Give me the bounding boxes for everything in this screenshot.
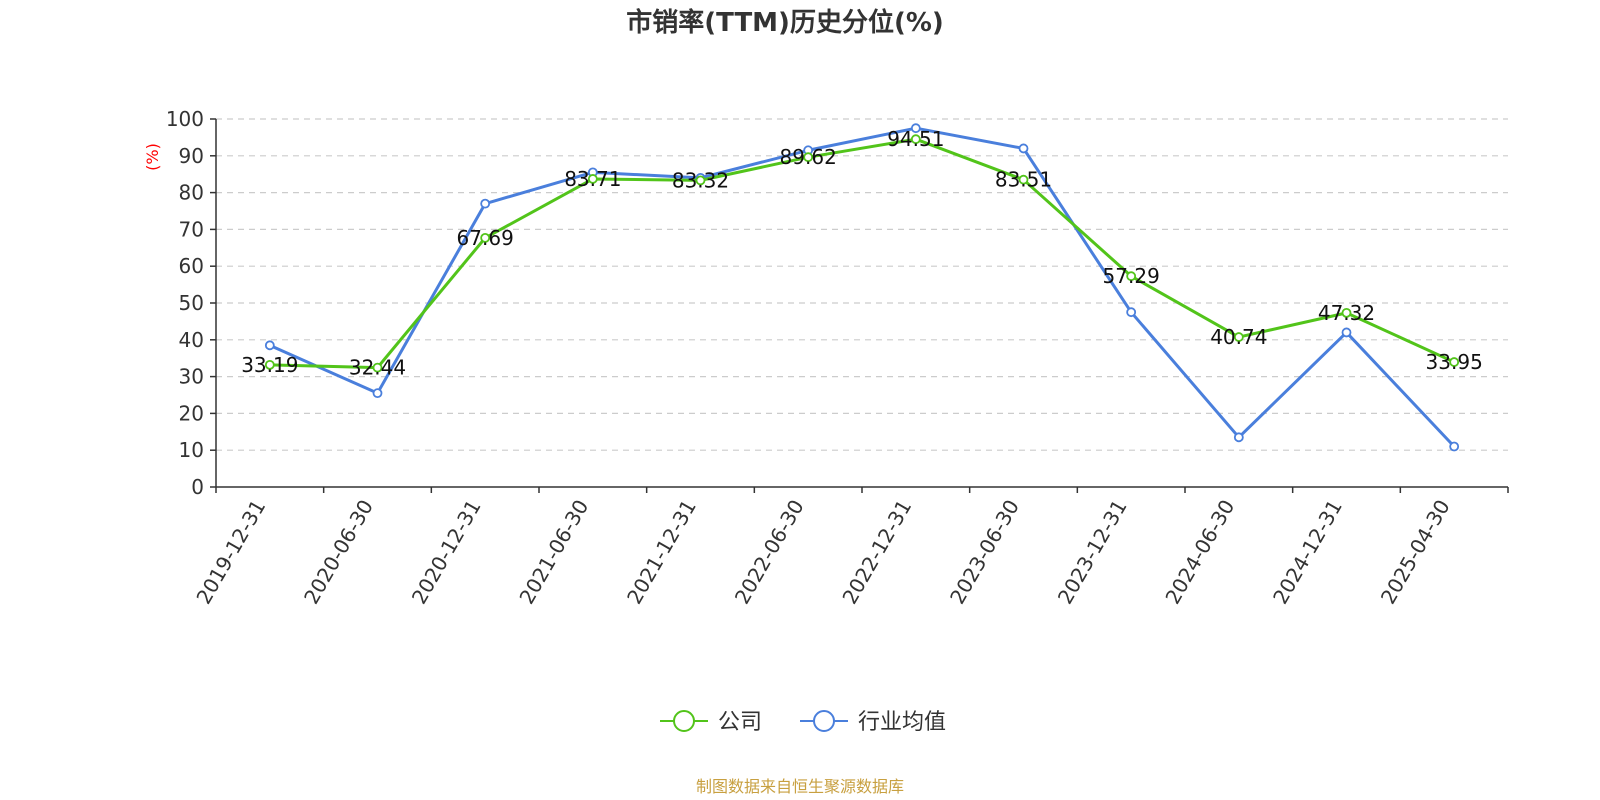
y-axis-label: (%) [143,143,162,171]
legend-label: 行业均值 [858,710,946,735]
y-tick-label: 0 [191,475,204,499]
data-point [372,388,383,399]
data-point [1341,327,1352,338]
legend-label: 公司 [718,710,762,735]
data-label: 83.51 [995,168,1052,192]
legend-item-1: 行业均值 [800,710,946,735]
y-tick-label: 10 [179,438,204,462]
data-label: 89.62 [780,145,837,169]
legend-marker [813,710,835,732]
x-tick-label: 2024-06-30 [1160,496,1239,609]
data-label: 57.29 [1103,264,1160,288]
source-note: 制图数据来自恒生聚源数据库 [696,777,904,796]
data-label: 83.71 [564,167,621,191]
data-point [1341,307,1352,318]
data-label: 47.32 [1318,301,1375,325]
x-tick-label: 2023-06-30 [945,496,1024,609]
data-label: 33.19 [241,353,298,377]
y-tick-label: 60 [179,254,204,278]
legend-item-0: 公司 [660,710,762,735]
series-line-1 [269,126,1456,448]
data-label: 40.74 [1210,325,1267,349]
data-point [1449,357,1460,367]
y-tick-label: 100 [166,107,204,131]
data-point [695,175,706,186]
data-label: 33.95 [1426,350,1483,374]
y-tick-label: 30 [179,365,204,389]
x-tick-label: 2020-12-31 [407,496,486,609]
data-point [1126,271,1137,282]
x-tick-label: 2022-12-31 [837,496,916,609]
data-point [1126,307,1137,318]
data-point [803,152,814,163]
y-tick-label: 40 [179,328,204,352]
data-point [1018,143,1029,154]
data-point [480,233,491,243]
data-point [264,340,275,351]
x-tick-label: 2020-06-30 [299,496,378,609]
y-tick-label: 90 [179,144,204,168]
x-tick-label: 2024-12-31 [1268,496,1347,609]
x-tick-label: 2019-12-31 [191,496,270,609]
grid-lines [216,118,1508,451]
x-tick-label: 2022-06-30 [730,496,809,609]
data-label: 67.69 [457,226,514,250]
data-point [1018,174,1029,185]
x-tick-label: 2025-04-30 [1376,496,1455,609]
data-point [480,198,491,209]
data-point [910,134,921,145]
y-tick-label: 80 [179,181,204,205]
data-point [587,174,598,184]
series-lines [264,123,1460,452]
data-label: 32.44 [349,356,406,380]
data-point [1233,332,1244,342]
data-point [1449,441,1460,452]
data-label: 83.32 [672,168,729,192]
series-line-0 [269,137,1455,370]
y-tick-label: 70 [179,217,204,241]
data-point [264,359,275,370]
legend: 公司 行业均值 [660,710,946,735]
data-label: 94.51 [887,127,944,151]
x-tick-label: 2021-12-31 [622,496,701,609]
x-tick-label: 2023-12-31 [1053,496,1132,609]
chart-title: 市销率(TTM)历史分位(%) [626,7,944,38]
y-tick-label: 50 [179,291,204,315]
x-tick-label: 2021-06-30 [514,496,593,609]
data-point [1233,432,1244,443]
data-point [910,123,921,134]
data-labels: 33.19 32.44 67.69 83.71 83.32 89.62 94.51 83.51… [241,127,1483,379]
legend-marker [673,710,695,732]
data-point [372,362,383,373]
y-tick-label: 20 [179,401,204,425]
